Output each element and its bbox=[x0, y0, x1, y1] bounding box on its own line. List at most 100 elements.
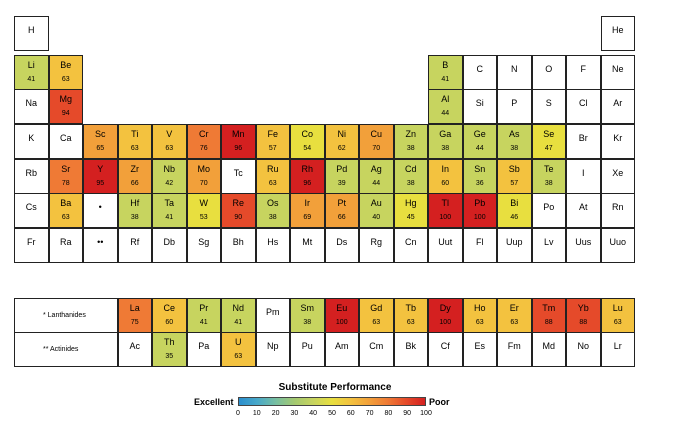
element-cell: Tb 63 bbox=[393, 298, 428, 333]
element-symbol: Lv bbox=[543, 237, 554, 247]
legend-poor-label: Poor bbox=[429, 397, 450, 407]
element-symbol: O bbox=[545, 64, 553, 74]
element-cell: As 38 bbox=[497, 124, 532, 159]
element-cell: P bbox=[497, 89, 532, 124]
element-symbol: Ti bbox=[131, 129, 139, 139]
element-cell: Xe bbox=[600, 159, 635, 194]
element-cell: Ba 63 bbox=[48, 193, 83, 228]
element-symbol: Rh bbox=[301, 164, 313, 174]
element-symbol: Re bbox=[232, 198, 244, 208]
element-symbol: Eu bbox=[336, 303, 348, 313]
element-cell: Cr 76 bbox=[186, 124, 221, 159]
element-cell: Ta 41 bbox=[152, 193, 187, 228]
element-symbol: Md bbox=[542, 341, 555, 351]
element-value: 76 bbox=[199, 145, 208, 152]
element-symbol: Se bbox=[543, 129, 555, 139]
element-symbol: La bbox=[129, 303, 140, 313]
element-cell: K bbox=[14, 124, 49, 159]
element-value: 47 bbox=[544, 145, 553, 152]
element-symbol: Es bbox=[474, 341, 485, 351]
element-symbol: H bbox=[28, 25, 35, 35]
element-cell: Hf 38 bbox=[117, 193, 152, 228]
element-symbol: Tb bbox=[405, 303, 416, 313]
element-cell: Mn 96 bbox=[221, 124, 256, 159]
element-symbol: Li bbox=[27, 60, 35, 70]
element-value: 38 bbox=[130, 214, 139, 221]
element-cell: Fr bbox=[14, 228, 49, 263]
element-cell: Ni 62 bbox=[324, 124, 359, 159]
element-symbol: Sc bbox=[94, 129, 106, 139]
element-cell: Po bbox=[531, 193, 566, 228]
element-value: 100 bbox=[335, 319, 348, 326]
element-symbol: Cl bbox=[579, 98, 588, 108]
element-symbol: Ba bbox=[60, 198, 72, 208]
element-cell: Am bbox=[324, 332, 359, 367]
element-cell: Nb 42 bbox=[152, 159, 187, 194]
element-value: 90 bbox=[234, 214, 243, 221]
element-symbol: Al bbox=[441, 94, 450, 104]
legend-tick: 60 bbox=[346, 410, 355, 417]
element-cell: W 53 bbox=[186, 193, 221, 228]
element-value: 54 bbox=[303, 145, 312, 152]
element-value: 38 bbox=[406, 145, 415, 152]
element-symbol: Nb bbox=[163, 164, 175, 174]
element-value: 60 bbox=[165, 319, 174, 326]
element-cell: Rh 96 bbox=[290, 159, 325, 194]
legend-tick: 80 bbox=[384, 410, 393, 417]
element-value: 63 bbox=[268, 180, 277, 187]
element-symbol: Zr bbox=[130, 164, 140, 174]
element-symbol: Fl bbox=[476, 237, 484, 247]
element-cell: V 63 bbox=[152, 124, 187, 159]
element-symbol: Sm bbox=[300, 303, 315, 313]
element-cell: Sr 78 bbox=[48, 159, 83, 194]
element-cell: Pt 66 bbox=[324, 193, 359, 228]
element-cell: Db bbox=[152, 228, 187, 263]
element-symbol: Rn bbox=[611, 202, 624, 212]
element-cell: Uuo bbox=[600, 228, 635, 263]
element-cell: Es bbox=[462, 332, 497, 367]
element-cell: Fm bbox=[497, 332, 532, 367]
element-cell: Li 41 bbox=[14, 55, 49, 90]
element-symbol: Ar bbox=[613, 98, 623, 108]
element-symbol: Ni bbox=[337, 129, 347, 139]
element-cell: Y 95 bbox=[83, 159, 118, 194]
element-value: 78 bbox=[61, 180, 70, 187]
element-cell: Sg bbox=[186, 228, 221, 263]
element-symbol: U bbox=[235, 337, 242, 347]
element-symbol: Rg bbox=[370, 237, 382, 247]
element-symbol: Bk bbox=[405, 341, 416, 351]
element-symbol: Rf bbox=[130, 237, 140, 247]
element-cell: Be 63 bbox=[48, 55, 83, 90]
element-symbol: Ho bbox=[473, 303, 486, 313]
element-cell: •• bbox=[83, 228, 118, 263]
element-cell: Uup bbox=[497, 228, 532, 263]
element-symbol: Cd bbox=[404, 164, 417, 174]
element-symbol: Sr bbox=[61, 164, 71, 174]
element-cell: Os 38 bbox=[255, 193, 290, 228]
element-cell: Co 54 bbox=[290, 124, 325, 159]
element-value: 100 bbox=[439, 319, 452, 326]
element-symbol: Na bbox=[25, 98, 37, 108]
element-cell: Ru 63 bbox=[255, 159, 290, 194]
element-cell: Cd 38 bbox=[393, 159, 428, 194]
element-cell: H bbox=[14, 16, 49, 51]
element-symbol: V bbox=[166, 129, 173, 139]
element-value: 44 bbox=[475, 145, 484, 152]
element-value: 63 bbox=[613, 319, 622, 326]
element-value: 41 bbox=[199, 319, 208, 326]
element-cell: Ce 60 bbox=[152, 298, 187, 333]
element-symbol: Rb bbox=[25, 168, 37, 178]
element-symbol: Ds bbox=[336, 237, 348, 247]
element-cell: Ra bbox=[48, 228, 83, 263]
element-value: 38 bbox=[544, 180, 553, 187]
element-value: 66 bbox=[130, 180, 139, 187]
element-symbol: Cr bbox=[199, 129, 209, 139]
element-symbol: Hf bbox=[130, 198, 140, 208]
element-value: 53 bbox=[199, 214, 208, 221]
element-cell: Fe 57 bbox=[255, 124, 290, 159]
element-value: 57 bbox=[510, 180, 519, 187]
element-symbol: Mo bbox=[197, 164, 210, 174]
element-cell: Pb 100 bbox=[462, 193, 497, 228]
legend-color-bar bbox=[238, 397, 426, 406]
element-cell: Lu 63 bbox=[600, 298, 635, 333]
